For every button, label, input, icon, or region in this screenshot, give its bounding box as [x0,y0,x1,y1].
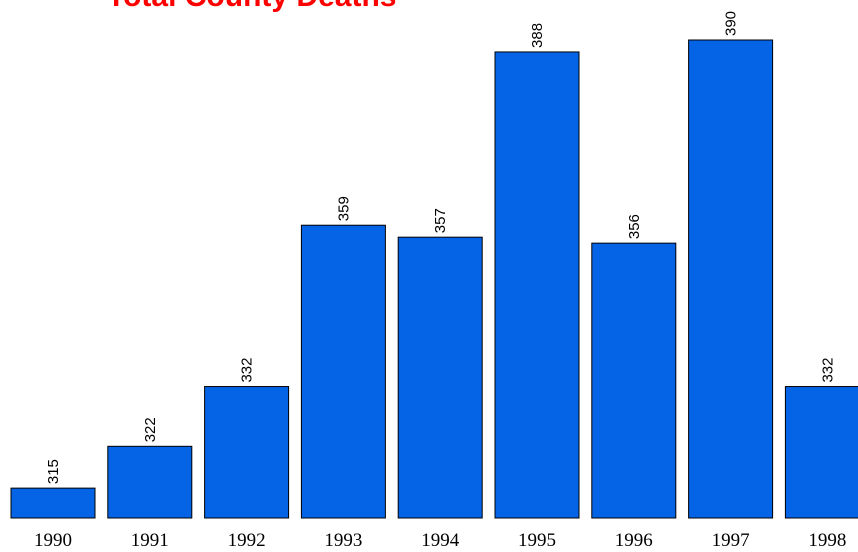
value-label-1993: 359 [335,196,352,221]
chart-title: Total County Deaths [107,0,396,13]
bar-1996 [591,242,677,519]
value-label-1990: 315 [45,459,62,484]
x-tick-1992: 1992 [228,530,266,551]
bar-1991 [107,445,193,519]
x-tick-1990: 1990 [34,530,72,551]
value-label-1998: 332 [819,358,836,383]
bar-1995 [494,51,580,519]
bar-1997 [688,39,774,519]
value-label-1997: 390 [723,11,740,36]
x-tick-1993: 1993 [324,530,362,551]
value-label-1995: 388 [529,23,546,48]
bar-1990 [10,487,96,519]
x-tick-1991: 1991 [131,530,169,551]
value-label-1996: 356 [626,214,643,239]
bars-group [10,39,858,519]
x-tick-labels-group: 1990 1991 1992 1993 1994 1995 1996 1997 1998 [34,530,846,551]
x-tick-1997: 1997 [712,530,750,551]
x-tick-1995: 1995 [518,530,556,551]
bar-1998 [784,386,858,519]
x-tick-1994: 1994 [421,530,460,551]
value-labels-group: 315 322 332 359 357 388 356 390 332 [45,11,836,484]
x-tick-1998: 1998 [808,530,846,551]
x-tick-1996: 1996 [615,530,653,551]
value-label-1991: 322 [142,417,159,442]
bar-1993 [300,224,386,519]
bar-1994 [397,236,483,519]
value-label-1992: 332 [239,358,256,383]
value-label-1994: 357 [432,208,449,233]
bar-1992 [204,386,290,519]
